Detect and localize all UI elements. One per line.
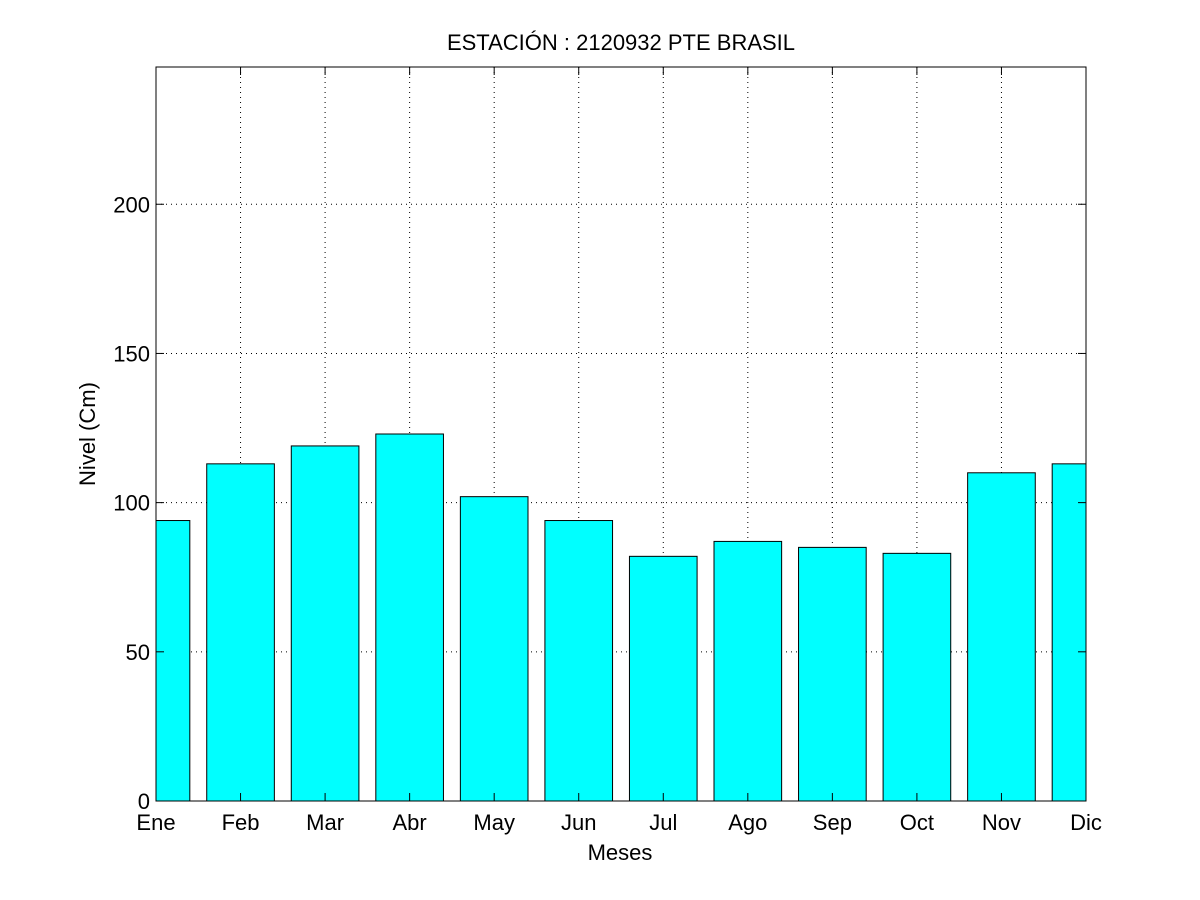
x-tick-label: Oct bbox=[900, 810, 934, 835]
y-tick-label: 50 bbox=[126, 640, 150, 665]
x-tick-label: Jul bbox=[649, 810, 677, 835]
x-tick-label: Nov bbox=[982, 810, 1021, 835]
bar-ago bbox=[713, 540, 783, 801]
x-tick-label: Abr bbox=[393, 810, 427, 835]
x-tick-label: Mar bbox=[306, 810, 344, 835]
bar-jun bbox=[544, 520, 614, 801]
x-tick-label: Dic bbox=[1070, 810, 1102, 835]
bar-mar bbox=[290, 445, 360, 801]
bar-ene bbox=[156, 520, 191, 801]
plot-frame bbox=[155, 66, 1087, 802]
bar-abr bbox=[375, 433, 444, 801]
x-tick-label: Ene bbox=[136, 810, 175, 835]
x-tick-label: May bbox=[473, 810, 515, 835]
bar-oct bbox=[882, 552, 952, 801]
x-axis-label: Meses bbox=[588, 840, 653, 865]
y-tick-label: 0 bbox=[138, 789, 150, 814]
y-tick-label: 100 bbox=[113, 491, 150, 516]
chart-title: ESTACIÓN : 2120932 PTE BRASIL bbox=[447, 30, 795, 55]
bar-nov bbox=[967, 472, 1036, 801]
tick-labels: 0 50 100 150 200 Ene Feb Mar Abr May Jun Jul Ago Sep O… bbox=[113, 192, 1102, 835]
x-tick-label: Feb bbox=[222, 810, 260, 835]
bar-may bbox=[459, 496, 529, 801]
x-tick-label: Sep bbox=[813, 810, 852, 835]
bar-feb bbox=[206, 463, 275, 801]
x-tick-label: Jun bbox=[561, 810, 596, 835]
axis-ticks bbox=[155, 67, 1087, 802]
bar-sep bbox=[798, 546, 867, 801]
y-tick-label: 200 bbox=[113, 192, 150, 217]
x-tick-label: Ago bbox=[728, 810, 767, 835]
y-tick-label: 150 bbox=[113, 341, 150, 366]
bar-jul bbox=[628, 555, 698, 801]
y-axis-label: Nivel (Cm) bbox=[75, 382, 100, 486]
bars bbox=[156, 433, 1086, 801]
